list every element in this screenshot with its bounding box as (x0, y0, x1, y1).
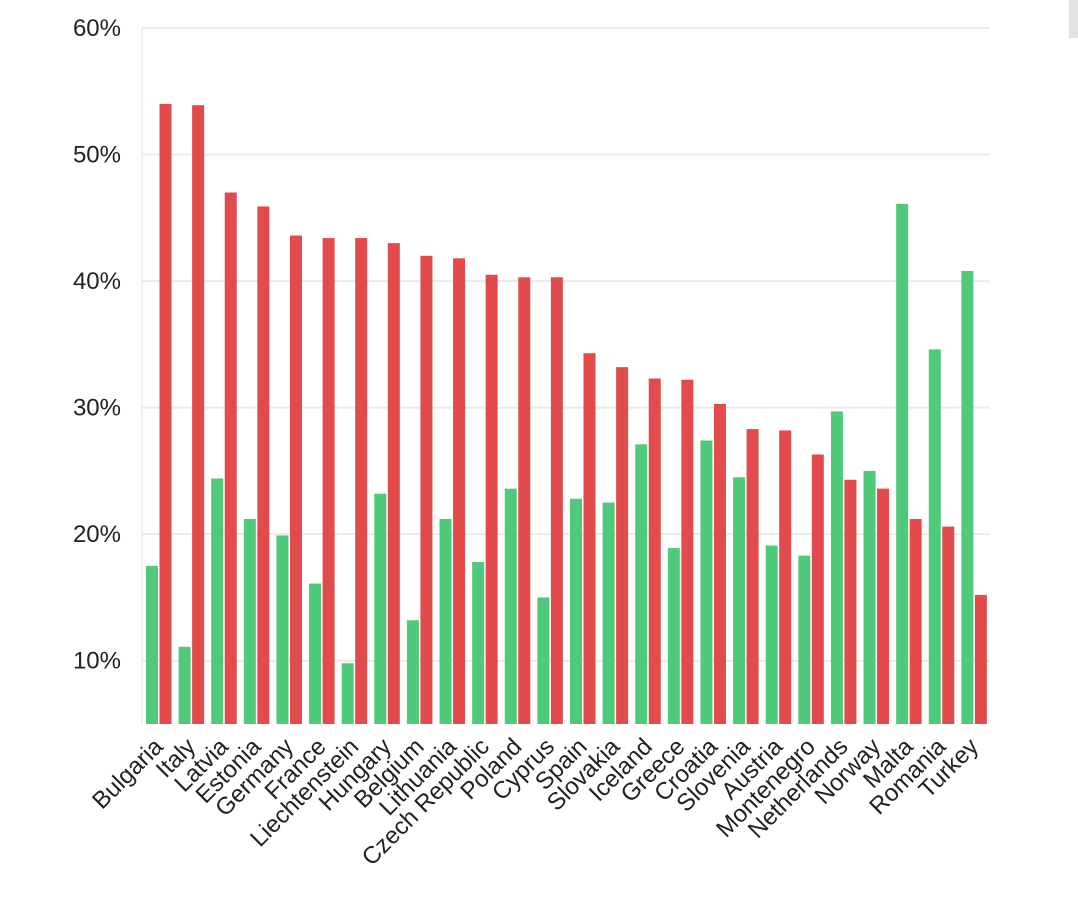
y-tick-label: 10% (73, 648, 121, 675)
bar-red (583, 353, 596, 724)
bar-red (681, 379, 694, 724)
bar-red (942, 526, 955, 724)
bar-green (602, 502, 615, 724)
bar-green (928, 349, 941, 724)
bar-green (700, 440, 713, 724)
bar-green (309, 583, 322, 724)
bar-red (453, 258, 466, 724)
bar-red (355, 238, 368, 724)
bar-red (616, 367, 629, 724)
bars (146, 103, 987, 725)
bar-red (779, 430, 792, 724)
bar-green (439, 518, 452, 724)
x-tick-label: Bulgaria (87, 733, 169, 815)
bar-red (877, 488, 890, 724)
bar-green (570, 498, 582, 724)
bar-red (289, 235, 302, 724)
bar-green (146, 565, 158, 724)
y-tick-label: 20% (73, 521, 121, 548)
bar-red (224, 192, 237, 724)
bar-red (648, 378, 661, 724)
bar-green (667, 548, 680, 724)
bar-green (733, 477, 746, 724)
bar-red (844, 479, 857, 724)
bar-green (504, 488, 517, 724)
bar-green (178, 646, 191, 724)
y-tick-label: 40% (73, 268, 121, 295)
bar-red (420, 255, 433, 725)
bar-green (341, 663, 354, 724)
bar-green (961, 270, 974, 724)
bar-red (811, 454, 824, 724)
y-tick-label: 60% (73, 15, 121, 42)
bar-red (159, 103, 172, 725)
bar-green (765, 545, 778, 724)
bar-green (374, 493, 387, 724)
bar-red (192, 105, 205, 724)
bar-green (830, 411, 843, 724)
bar-green (537, 597, 550, 724)
bar-green (211, 478, 224, 724)
bar-red (550, 277, 563, 724)
bar-green (863, 470, 876, 724)
bar-red (746, 429, 759, 724)
y-tick-labels: 10% 20% 30% 40% 50% 60% (73, 15, 121, 675)
bar-red (518, 277, 531, 724)
scrollbar-thumb[interactable] (1069, 0, 1078, 38)
bar-green (896, 203, 909, 724)
bar-red (322, 238, 335, 724)
bar-green (472, 562, 485, 724)
bar-red (909, 518, 922, 724)
bar-red (387, 243, 400, 725)
y-tick-label: 50% (73, 142, 121, 169)
bar-red (713, 403, 726, 724)
bar-red (485, 274, 498, 724)
bar-green (406, 620, 419, 724)
bar-red (257, 206, 270, 725)
bar-green (635, 444, 648, 724)
bar-green (798, 555, 811, 724)
y-tick-label: 30% (73, 395, 121, 422)
x-tick-labels: BulgariaItalyLatviaEstoniaGermanyFranceL… (87, 733, 984, 871)
bar-green (243, 518, 256, 724)
bar-green (276, 535, 289, 724)
bar-red (974, 594, 987, 724)
